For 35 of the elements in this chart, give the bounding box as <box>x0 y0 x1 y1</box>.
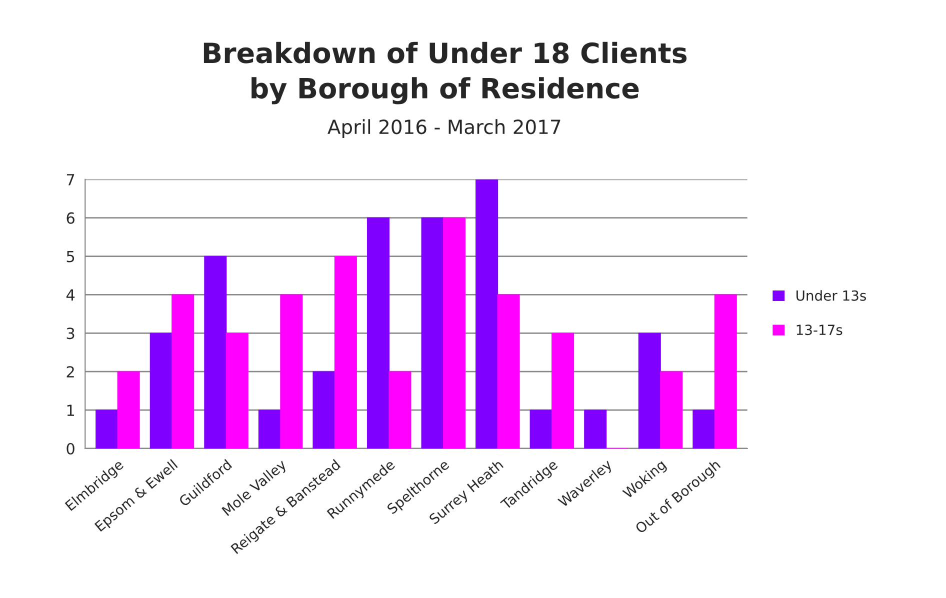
bar <box>204 256 227 448</box>
bar <box>96 410 118 448</box>
y-tick-label: 0 <box>66 442 74 455</box>
y-tick-label: 1 <box>67 404 74 416</box>
bar <box>366 217 390 448</box>
bar <box>226 332 248 448</box>
bar <box>258 410 281 448</box>
bar <box>334 256 357 448</box>
legend-label: 13-17s <box>796 324 842 336</box>
bar <box>172 294 194 448</box>
bar <box>388 371 412 448</box>
bar <box>150 332 172 448</box>
bar <box>421 217 444 448</box>
bar <box>530 410 552 448</box>
y-tick-label: 7 <box>66 174 74 186</box>
y-tick-label: 6 <box>66 212 74 224</box>
y-tick-label: 3 <box>66 328 74 340</box>
bar <box>117 371 140 448</box>
bar <box>476 179 498 448</box>
legend-label: Under 13s <box>796 290 866 301</box>
y-tick-label: 5 <box>66 250 74 262</box>
bar <box>552 332 574 448</box>
bar <box>312 371 336 448</box>
bar <box>584 410 607 448</box>
bar <box>280 294 303 448</box>
chart-title: Breakdown of Under 18 Clients by Borough of Residence <box>204 42 687 104</box>
chart-subtitle: April 2016 - March 2017 <box>328 119 560 138</box>
bar <box>442 217 466 448</box>
y-tick-label: 4 <box>66 289 75 301</box>
bar <box>714 294 737 448</box>
bar <box>692 410 716 448</box>
bar <box>497 294 520 448</box>
bar <box>638 332 661 448</box>
y-tick-label: 2 <box>66 366 74 378</box>
bar <box>660 371 683 448</box>
